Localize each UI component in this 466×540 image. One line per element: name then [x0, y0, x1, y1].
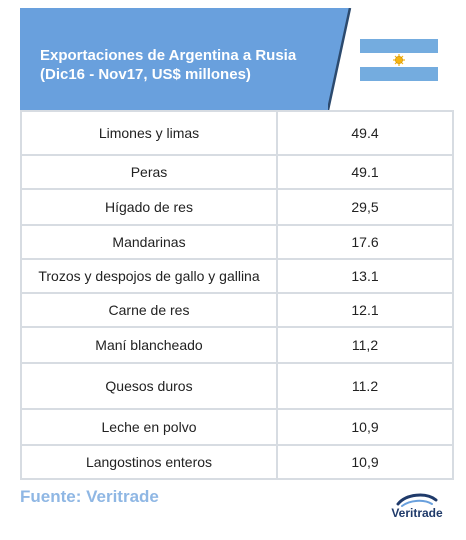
table-row: Trozos y despojos de gallo y gallina 13.… — [20, 258, 454, 294]
logo-text: Veritrade — [391, 506, 443, 520]
product-cell: Mandarinas — [20, 224, 278, 260]
flag-panel — [328, 8, 452, 110]
product-cell: Hígado de res — [20, 188, 278, 226]
value-cell: 11,2 — [276, 326, 454, 364]
table-row: Limones y limas 49.4 — [20, 110, 454, 156]
value-cell: 10,9 — [276, 408, 454, 446]
product-cell: Carne de res — [20, 292, 278, 328]
title-line-2: (Dic16 - Nov17, US$ millones) — [40, 66, 251, 83]
value-cell: 13.1 — [276, 258, 454, 294]
swoosh-icon — [396, 493, 438, 507]
table-row: Maní blancheado 11,2 — [20, 326, 454, 364]
product-cell: Limones y limas — [20, 110, 278, 156]
table-row: Langostinos enteros 10,9 — [20, 444, 454, 480]
table-row: Hígado de res 29,5 — [20, 188, 454, 226]
veritrade-logo: Veritrade — [386, 492, 448, 528]
title-line-1: Exportaciones de Argentina a Rusia — [40, 47, 297, 64]
source-caption: Fuente: Veritrade — [20, 487, 159, 506]
table-row: Carne de res 12.1 — [20, 292, 454, 328]
table-row: Quesos duros 11.2 — [20, 362, 454, 410]
product-cell: Langostinos enteros — [20, 444, 278, 480]
value-cell: 49.4 — [276, 110, 454, 156]
value-cell: 11.2 — [276, 362, 454, 410]
product-cell: Maní blancheado — [20, 326, 278, 364]
exports-card: Exportaciones de Argentina a Rusia (Dic1… — [20, 8, 454, 484]
product-cell: Leche en polvo — [20, 408, 278, 446]
table-row: Peras 49.1 — [20, 154, 454, 190]
table-row: Leche en polvo 10,9 — [20, 408, 454, 446]
table-row: Mandarinas 17.6 — [20, 224, 454, 260]
product-cell: Quesos duros — [20, 362, 278, 410]
page-title: Exportaciones de Argentina a Rusia (Dic1… — [40, 46, 340, 84]
argentina-flag-icon — [328, 8, 452, 110]
value-cell: 17.6 — [276, 224, 454, 260]
product-cell: Trozos y despojos de gallo y gallina — [20, 258, 278, 294]
table-header: Exportaciones de Argentina a Rusia (Dic1… — [20, 8, 452, 110]
value-cell: 10,9 — [276, 444, 454, 480]
exports-table: Limones y limas 49.4 Peras 49.1 Hígado d… — [20, 110, 454, 480]
value-cell: 29,5 — [276, 188, 454, 226]
product-cell: Peras — [20, 154, 278, 190]
value-cell: 49.1 — [276, 154, 454, 190]
value-cell: 12.1 — [276, 292, 454, 328]
